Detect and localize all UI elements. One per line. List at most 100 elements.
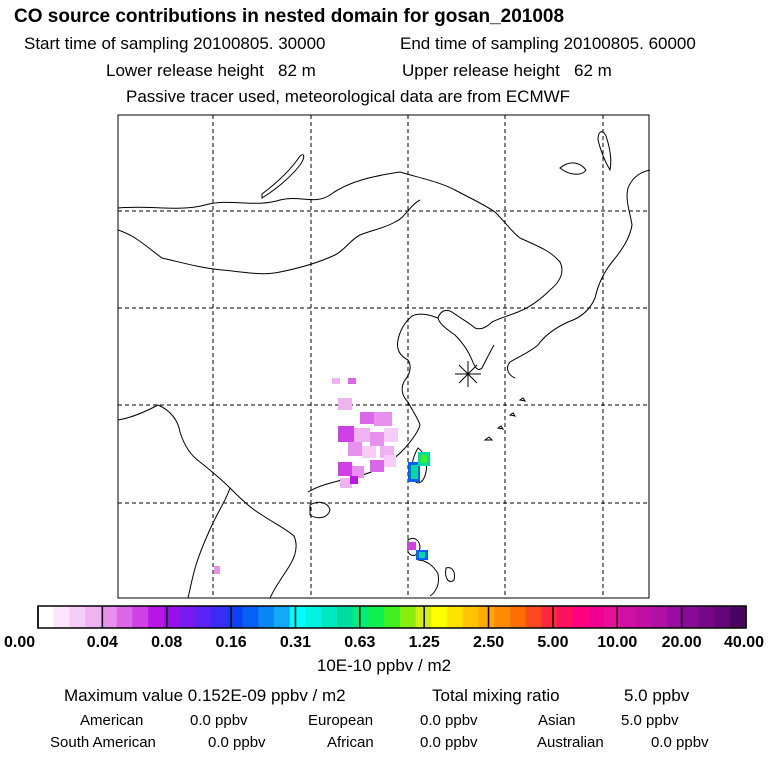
- colorbar-swatch: [226, 606, 244, 628]
- colorbar-swatch: [116, 606, 133, 628]
- lake-baikal: [261, 154, 305, 199]
- colorbar-swatch: [38, 606, 55, 628]
- source-american-value: 0.0 ppbv: [190, 712, 248, 729]
- coast-thailand: [187, 487, 231, 599]
- field-cell: [214, 566, 220, 574]
- colorbar-tick-label: 20.00: [662, 634, 702, 651]
- colorbar-swatch: [100, 606, 118, 628]
- border-russia: [117, 171, 563, 291]
- coast-japan: [507, 169, 651, 379]
- field-cell: [419, 552, 425, 558]
- colorbar-swatch: [211, 606, 228, 628]
- source-african-value: 0.0 ppbv: [420, 734, 478, 751]
- field-cell: [408, 542, 416, 550]
- colorbar-swatch: [352, 606, 369, 628]
- philippines-island: [445, 567, 455, 582]
- colorbar-swatch: [242, 606, 259, 628]
- colorbar-swatch: [289, 606, 306, 628]
- field-cell: [350, 476, 358, 484]
- colorbar-tick-label: 0.04: [87, 634, 118, 651]
- ryukyu-islands: [483, 397, 527, 441]
- end-time-label: End time of sampling: [400, 34, 559, 53]
- colorbar-swatch: [572, 606, 590, 628]
- colorbar-swatch: [667, 606, 684, 628]
- colorbar-swatch: [274, 606, 291, 628]
- receptor-marker: [455, 361, 481, 387]
- colorbar-tick-label: 0.63: [344, 634, 375, 651]
- hokkaido-north: [559, 162, 587, 175]
- source-asian-label: Asian: [538, 712, 576, 729]
- colorbar-swatch: [588, 606, 605, 628]
- colorbar-tick-label: 0.08: [151, 634, 182, 651]
- colorbar-swatch: [53, 606, 70, 628]
- field-cell: [411, 465, 418, 479]
- colorbar-swatch: [730, 606, 747, 628]
- colorbar-swatch: [132, 606, 149, 628]
- colorbar-tick-label: 5.00: [537, 634, 568, 651]
- lower-release-height: Lower release height 82 m: [106, 61, 316, 81]
- colorbar-tick-label: 10.00: [597, 634, 637, 651]
- colorbar-tick-label: 40.00: [724, 634, 764, 651]
- source-european-value: 0.0 ppbv: [420, 712, 478, 729]
- colorbar-swatch: [635, 606, 653, 628]
- border-mongolia: [117, 199, 421, 275]
- colorbar-swatch: [462, 606, 480, 628]
- colorbar-swatch: [447, 606, 464, 628]
- source-european-label: European: [308, 712, 374, 729]
- source-australian-value: 0.0 ppbv: [651, 734, 709, 751]
- upper-release-label: Upper release height: [402, 61, 560, 80]
- tracer-note: Passive tracer used, meteorological data…: [126, 87, 571, 106]
- source-american-label: American: [80, 712, 144, 729]
- colorbar-swatch: [478, 606, 495, 628]
- start-time: Start time of sampling 20100805. 30000: [24, 34, 326, 54]
- colorbar-swatch: [384, 606, 401, 628]
- colorbar-swatch: [698, 606, 716, 628]
- field-cell: [352, 466, 364, 478]
- colorbar-swatch: [305, 606, 322, 628]
- field-cell: [370, 432, 384, 446]
- field-cell: [354, 428, 370, 442]
- coastlines: [117, 131, 651, 599]
- field-cell: [384, 428, 398, 442]
- colorbar-swatch: [85, 606, 102, 628]
- colorbar-tick-label: 0.16: [216, 634, 247, 651]
- maximum-value-label: Maximum value: [64, 686, 184, 705]
- coast-korea: [437, 289, 551, 371]
- colorbar-swatch: [714, 606, 731, 628]
- end-time-value: 20100805. 60000: [563, 34, 696, 53]
- field-cell: [384, 455, 396, 467]
- start-time-value: 20100805. 30000: [193, 34, 326, 53]
- field-cell: [362, 446, 376, 458]
- colorbar-tick-label: 1.25: [409, 634, 440, 651]
- colorbar-swatch: [258, 606, 275, 628]
- field-cell: [338, 462, 352, 476]
- colorbar: [37, 605, 747, 629]
- map-frame: [117, 114, 650, 599]
- colorbar-swatch: [604, 606, 621, 628]
- field-cell: [374, 412, 392, 426]
- source-asian-value: 5.0 ppbv: [621, 712, 679, 729]
- colorbar-tick-label: 0.00: [4, 634, 35, 651]
- field-cell: [360, 412, 374, 424]
- colorbar-tick-labels: 0.00 0.04 0.08 0.16 0.31 0.63 1.25 2.50 5.00 10.0…: [4, 634, 764, 651]
- colorbar-swatch: [525, 606, 542, 628]
- upper-release-height: Upper release height 62 m: [402, 61, 612, 81]
- colorbar-swatch: [620, 606, 637, 628]
- field-cell: [370, 460, 384, 472]
- field-cell: [332, 378, 340, 384]
- colorbar-swatch: [148, 606, 165, 628]
- philippines-south: [417, 559, 439, 597]
- field-cell: [421, 455, 427, 463]
- colorbar-swatch: [179, 606, 196, 628]
- start-time-label: Start time of sampling: [24, 34, 189, 53]
- source-south-american-label: South American: [50, 734, 156, 751]
- colorbar-unit-label: 10E-10 ppbv / m2: [316, 656, 452, 675]
- lower-release-value: 82 m: [278, 61, 316, 80]
- colorbar-swatch: [69, 606, 86, 628]
- field-cell: [340, 478, 352, 488]
- hainan-island: [309, 501, 331, 519]
- colorbar-swatch: [399, 606, 417, 628]
- colorbar-swatch: [336, 606, 354, 628]
- colorbar-swatch: [195, 606, 212, 628]
